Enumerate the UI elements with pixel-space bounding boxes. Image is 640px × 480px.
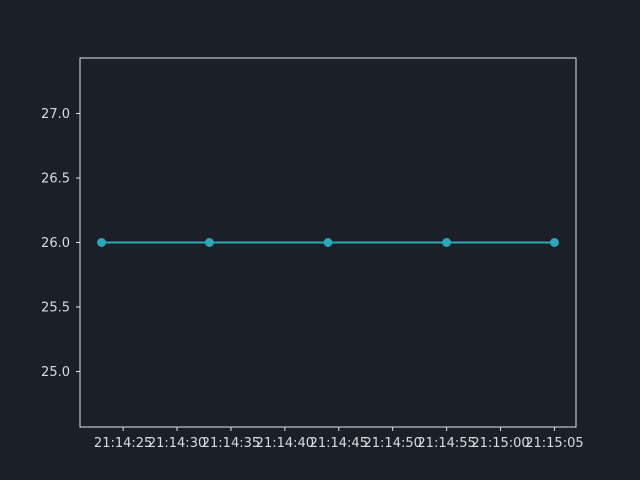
x-tick-label: 21:14:40 (256, 436, 314, 451)
x-tick-label: 21:14:30 (148, 436, 206, 451)
data-point (442, 238, 452, 247)
data-point (549, 238, 559, 247)
y-tick-label: 25.5 (41, 301, 70, 316)
x-tick-label: 21:14:55 (417, 436, 475, 451)
x-tick-label: 21:15:05 (525, 436, 583, 451)
series-group (97, 238, 559, 247)
x-tick-label: 21:15:00 (471, 436, 529, 451)
y-tick-label: 26.0 (41, 236, 70, 251)
y-axis: 25.0 25.5 26.0 26.5 27.0 (41, 107, 80, 380)
data-point (323, 238, 333, 247)
x-tick-label: 21:14:25 (94, 436, 152, 451)
y-tick-label: 27.0 (41, 107, 70, 122)
x-tick-label: 21:14:35 (202, 436, 260, 451)
plot-frame (79, 57, 577, 428)
x-axis: 21:14:2521:14:3021:14:3521:14:4021:14:45… (94, 427, 584, 451)
y-tick-label: 26.5 (41, 171, 70, 186)
x-tick-label: 21:14:45 (310, 436, 368, 451)
x-tick-label: 21:14:50 (364, 436, 422, 451)
y-tick-label: 25.0 (41, 365, 70, 380)
data-point (97, 238, 107, 247)
data-point (204, 238, 214, 247)
